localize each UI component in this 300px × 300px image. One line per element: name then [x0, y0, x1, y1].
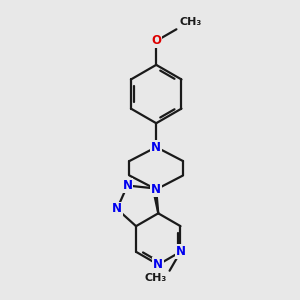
Text: N: N	[153, 258, 163, 271]
Text: O: O	[151, 34, 161, 47]
Text: N: N	[151, 141, 161, 154]
Text: N: N	[112, 202, 122, 215]
Text: CH₃: CH₃	[144, 273, 167, 283]
Text: N: N	[151, 183, 161, 196]
Text: N: N	[176, 245, 185, 258]
Text: N: N	[122, 179, 132, 192]
Text: CH₃: CH₃	[180, 17, 202, 27]
